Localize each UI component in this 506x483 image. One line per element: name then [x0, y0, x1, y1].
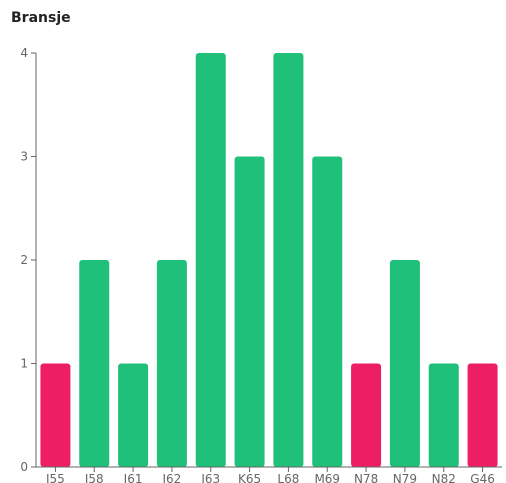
- bar-i58[interactable]: [79, 260, 110, 467]
- x-tick-label: I61: [124, 472, 143, 483]
- x-axis: I55 I58 I61 I62 I63 K65 L68 M69 N78 N79 N82 G46: [36, 466, 502, 483]
- y-tick-label: 2: [20, 253, 28, 267]
- chart-title: Bransje: [11, 10, 71, 26]
- bar-i62[interactable]: [156, 260, 187, 467]
- bar-n78[interactable]: [351, 363, 382, 468]
- y-tick-label: 4: [20, 46, 28, 60]
- x-tick-label: I58: [85, 472, 104, 483]
- y-tick-label: 3: [20, 150, 28, 164]
- bars: [40, 53, 498, 468]
- x-tick-label: K65: [238, 472, 261, 483]
- y-axis: 0 1 2 3 4: [20, 46, 37, 474]
- x-tick-label: I62: [163, 472, 182, 483]
- x-tick-label: M69: [314, 472, 340, 483]
- x-tick-label: N79: [393, 472, 417, 483]
- x-tick-label: N82: [432, 472, 456, 483]
- x-tick-label: N78: [354, 472, 378, 483]
- y-tick-label: 1: [20, 357, 28, 371]
- y-tick-label: 0: [20, 460, 28, 474]
- x-tick-label: L68: [277, 472, 299, 483]
- bar-i61[interactable]: [118, 363, 149, 468]
- x-tick-label: G46: [470, 472, 495, 483]
- bar-l68[interactable]: [273, 53, 304, 467]
- x-tick-label: I55: [46, 472, 65, 483]
- bar-k65[interactable]: [234, 156, 265, 468]
- bar-n82[interactable]: [428, 363, 459, 468]
- bar-m69[interactable]: [312, 156, 343, 468]
- bar-i55[interactable]: [40, 363, 71, 468]
- bar-g46[interactable]: [467, 363, 498, 468]
- bar-n79[interactable]: [389, 260, 420, 467]
- x-tick-label: I63: [201, 472, 220, 483]
- bar-i63[interactable]: [195, 53, 226, 467]
